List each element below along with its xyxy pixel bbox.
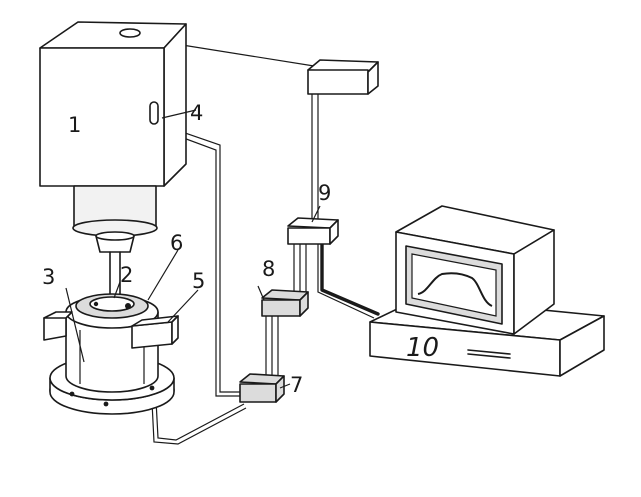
label-6: 6 — [170, 231, 183, 255]
loading-head — [39, 21, 187, 297]
amplifier-9 — [287, 217, 339, 245]
screen-curve — [417, 272, 493, 307]
label-10: 10 — [406, 333, 439, 363]
amplifier-7 — [239, 373, 285, 403]
computer-10 — [369, 205, 605, 377]
label-8: 8 — [262, 257, 275, 281]
label-2: 2 — [120, 263, 133, 287]
specimen-fixture — [43, 293, 179, 415]
label-5: 5 — [192, 269, 205, 293]
label-7: 7 — [290, 373, 303, 397]
label-4: 4 — [190, 101, 203, 125]
top-junction-box — [307, 59, 379, 95]
label-3: 3 — [42, 265, 55, 289]
leader-lines — [65, 109, 321, 389]
amplifier-8 — [261, 289, 309, 317]
label-9: 9 — [318, 181, 331, 205]
label-1: 1 — [68, 113, 81, 137]
